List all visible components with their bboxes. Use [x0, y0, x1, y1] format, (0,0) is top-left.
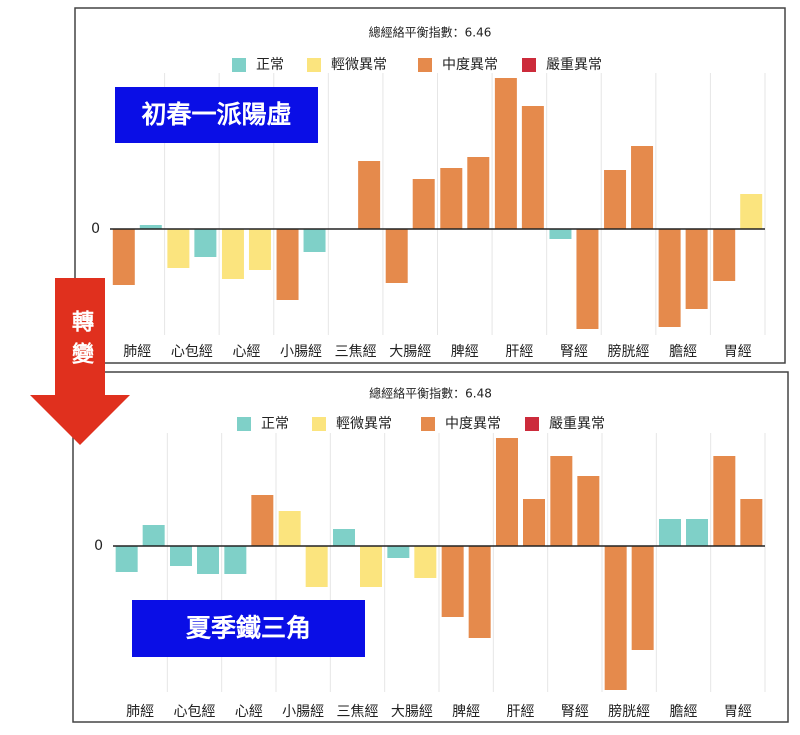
bar — [521, 106, 544, 229]
bar — [385, 229, 408, 283]
annotation-box — [132, 600, 365, 657]
x-tick-label: 肺經 — [126, 704, 154, 720]
x-tick-label: 大腸經 — [391, 704, 433, 720]
x-tick-label: 膽經 — [669, 343, 697, 360]
legend-label: 輕微異常 — [336, 416, 392, 432]
bar — [604, 170, 627, 229]
bar — [523, 499, 545, 546]
bar — [303, 229, 326, 252]
legend-swatch — [232, 58, 246, 72]
arrow — [30, 278, 130, 445]
bar — [604, 546, 627, 690]
bar — [659, 519, 681, 546]
chart-title: 總經絡平衡指數：6.48 — [369, 386, 492, 401]
legend-swatch — [525, 417, 539, 431]
y-tick-label: 0 — [91, 221, 100, 237]
x-tick-label: 小腸經 — [280, 344, 322, 360]
bar — [170, 546, 192, 566]
legend-label: 中度異常 — [442, 57, 498, 73]
bar — [142, 525, 165, 546]
x-tick-label: 腎經 — [561, 704, 589, 720]
x-tick-label: 膽經 — [670, 703, 698, 720]
x-tick-label: 膀胱經 — [608, 343, 650, 360]
x-tick-label: 胃經 — [724, 704, 752, 720]
x-tick-label: 脾經 — [452, 704, 480, 720]
bar — [412, 179, 435, 229]
bar — [713, 456, 736, 546]
bar — [631, 546, 654, 650]
bar — [387, 546, 410, 558]
legend-swatch — [312, 417, 326, 431]
bar — [333, 529, 355, 546]
bar — [576, 229, 599, 329]
bar — [360, 546, 382, 587]
legend-label: 輕微異常 — [331, 57, 387, 73]
legend-label: 嚴重異常 — [546, 57, 602, 73]
x-tick-label: 三焦經 — [335, 344, 377, 360]
x-tick-label: 心經 — [232, 344, 260, 360]
annotation-text: 初春一派陽虛 — [141, 100, 291, 129]
bar — [467, 157, 490, 229]
x-tick-label: 三焦經 — [337, 704, 379, 720]
x-tick-label: 心經 — [235, 704, 263, 720]
annotation-box — [115, 87, 318, 143]
arrow-label: 轉變 — [68, 309, 94, 374]
bar — [115, 546, 138, 572]
bar — [740, 499, 763, 546]
x-tick-label: 肝經 — [507, 704, 535, 720]
legend-label: 正常 — [261, 416, 289, 432]
bar — [221, 229, 244, 279]
bar — [251, 495, 274, 546]
bar — [276, 229, 299, 300]
chart-title: 總經絡平衡指數：6.46 — [369, 25, 492, 40]
bar — [112, 229, 135, 285]
bar — [139, 225, 162, 229]
bar — [167, 229, 190, 268]
x-tick-label: 肝經 — [505, 344, 533, 360]
bar — [440, 168, 463, 229]
bar — [713, 229, 736, 281]
legend-swatch — [307, 58, 321, 72]
bar — [658, 229, 681, 327]
bar — [278, 511, 301, 546]
bar — [685, 229, 708, 309]
bar — [224, 546, 247, 574]
legend-label: 正常 — [256, 57, 284, 73]
x-tick-label: 小腸經 — [282, 704, 324, 720]
y-tick-label: 0 — [94, 538, 103, 554]
bar — [194, 229, 217, 257]
bar — [550, 456, 573, 546]
x-tick-label: 心包經 — [174, 704, 216, 720]
legend-label: 嚴重異常 — [549, 416, 605, 432]
bar — [740, 194, 763, 229]
bar — [577, 476, 600, 546]
legend-label: 中度異常 — [445, 416, 501, 432]
bar — [494, 78, 517, 229]
x-tick-label: 腎經 — [560, 344, 588, 360]
bar — [358, 161, 381, 229]
bar — [248, 229, 271, 270]
legend-swatch — [418, 58, 432, 72]
bar — [305, 546, 328, 587]
bar — [468, 546, 491, 638]
x-tick-label: 心包經 — [171, 344, 213, 360]
x-tick-label: 膀胱經 — [608, 703, 650, 720]
bar — [686, 519, 708, 546]
x-tick-label: 肺經 — [123, 344, 151, 360]
x-tick-label: 脾經 — [451, 344, 479, 360]
x-tick-label: 大腸經 — [389, 344, 431, 360]
annotation-text: 夏季鐵三角 — [186, 614, 311, 643]
legend-swatch — [237, 417, 251, 431]
bar — [197, 546, 219, 574]
bar — [441, 546, 464, 617]
legend-swatch — [421, 417, 435, 431]
bar — [549, 229, 572, 239]
legend-swatch — [522, 58, 536, 72]
bar — [631, 146, 654, 229]
x-tick-label: 胃經 — [724, 344, 752, 360]
bar — [496, 438, 518, 546]
bar — [414, 546, 437, 578]
